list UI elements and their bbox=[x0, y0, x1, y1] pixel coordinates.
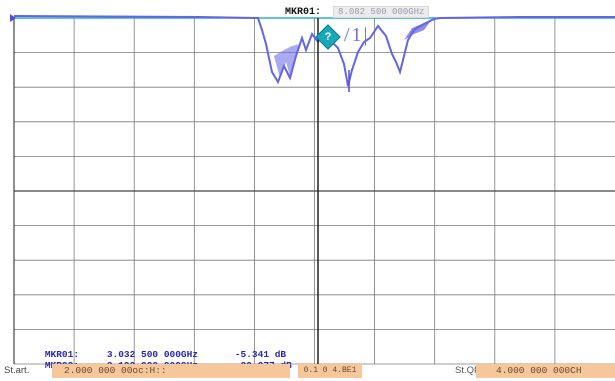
readout-label: MKR01: bbox=[44, 349, 80, 360]
frequency-footer: St.art. 2.000 000 00oc:H:: 0.1 0 4.BE1 S… bbox=[0, 364, 615, 378]
start-frequency-label: St.art. bbox=[4, 365, 30, 376]
center-frequency-value[interactable]: 0.1 0 4.BE1 bbox=[298, 364, 362, 378]
stop-frequency-label: St.QP bbox=[455, 365, 481, 376]
marker-number-label: /1| bbox=[344, 24, 370, 46]
reference-level-marker bbox=[10, 14, 16, 22]
start-frequency-value[interactable]: 2.000 000 00oc:H:: bbox=[52, 364, 290, 378]
stop-frequency-value[interactable]: 4.000 000 000CH bbox=[476, 364, 615, 378]
marker-header: MKR01: 8.082 500 000GHz bbox=[285, 6, 430, 19]
marker-symbol: ? bbox=[324, 31, 332, 43]
readout-level: -5.341 dB bbox=[234, 349, 287, 360]
marker-header-value: 8.082 500 000GHz bbox=[333, 6, 430, 18]
marker-header-label: MKR01: bbox=[285, 7, 322, 18]
graticule bbox=[13, 18, 615, 365]
marker-readout-1: MKR01: 3.032 500 000GHz -5.341 dB bbox=[22, 340, 286, 370]
readout-frequency: 3.032 500 000GHz bbox=[106, 349, 199, 360]
trace-fill-a bbox=[274, 44, 300, 78]
trace-fill-b bbox=[404, 22, 430, 40]
